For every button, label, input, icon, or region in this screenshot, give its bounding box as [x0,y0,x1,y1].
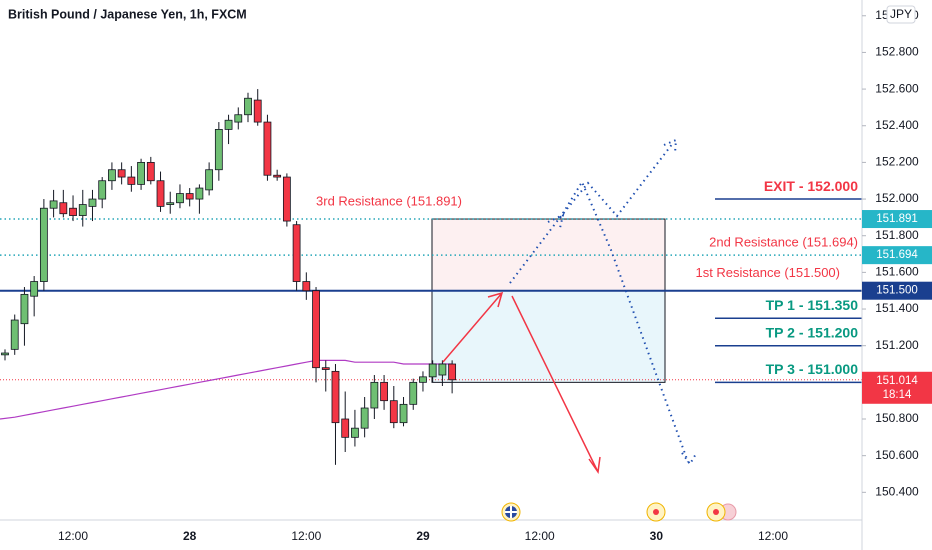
background-layer [0,218,862,383]
last-price-badge [862,371,932,404]
target-zone [431,290,666,383]
candle-body [195,187,204,200]
candle-body [69,207,77,216]
currency-badge [886,5,916,24]
dotted-path-up [509,138,678,284]
flag-cross [505,506,517,518]
target-label: EXIT - 152.000 [764,178,858,194]
candle-body [244,97,252,116]
price-badge-label: 151.891 [876,213,918,225]
candle-body [380,381,388,402]
candle-body [360,407,369,429]
candle-body [166,202,175,205]
y-tick-label: 152.800 [875,45,919,59]
candle-body [176,193,184,204]
x-tick-label: 12:00 [758,529,788,543]
candle-body [78,204,87,216]
candle-body [282,176,291,222]
candle-body [49,200,58,209]
candle-body [127,176,136,185]
candle-body [214,129,223,171]
x-tick-label: 12:00 [291,529,321,543]
candle-body [428,363,437,378]
price-badge [862,246,932,265]
candle-body [389,400,398,424]
candle-body [448,363,457,381]
target-label: TP 2 - 151.200 [766,324,859,340]
price-badge-label: 151.500 [876,285,918,297]
candle-body [273,174,282,178]
candle-body [399,403,408,424]
candle-body [263,121,272,176]
y-tick-label: 152.000 [875,191,919,205]
y-tick-label: 150.600 [875,448,919,462]
target-label: TP 1 - 151.350 [766,297,859,313]
candle-body [321,367,330,370]
y-tick-label: 151.400 [875,301,919,315]
target-label: TP 3 - 151.000 [766,361,859,377]
candle-body [88,198,97,207]
candle-body [59,202,68,215]
candle-body [117,169,126,178]
price-badge [862,281,932,300]
candle-body [224,119,233,130]
candle-body [370,381,379,409]
price-badge-label: 151.694 [876,249,918,261]
y-tick-label: 152.400 [875,118,919,132]
candle-body [20,293,29,325]
y-tick-label: 152.600 [875,81,919,95]
dotted-path-down [547,179,698,466]
candle-body [419,376,427,383]
candle-body [341,418,350,438]
y-tick-label: 150.800 [875,411,919,425]
candle-body [1,352,9,356]
y-tick-label: 152.200 [875,155,919,169]
candle-body [39,207,48,282]
x-tick-label: 28 [183,529,197,543]
projection-arrows [442,138,698,475]
candle-body [146,161,155,182]
candle-body [331,370,340,424]
candle-body [205,169,214,191]
x-tick-label: 12:00 [525,529,555,543]
event-dot [653,509,659,515]
last-price-label: 151.014 [876,375,918,387]
up-arrow [442,291,504,363]
candle-body [438,363,447,376]
x-tick-label: 12:00 [58,529,88,543]
resistance-label: 1st Resistance (151.500) [695,265,840,280]
candle-body [108,169,116,182]
y-tick-label: 150.400 [875,484,919,498]
candle-body [312,290,320,369]
candle-body [409,381,418,405]
candle-body [137,161,145,185]
candle-body [234,114,243,123]
y-tick-label: 151.200 [875,338,919,352]
candle-body [10,319,19,350]
candle-body [30,281,39,297]
x-tick-label: 29 [416,529,430,543]
candle-body [302,281,311,292]
y-tick-label: 151.600 [875,265,919,279]
candle-body [98,180,107,200]
candle-body [156,180,165,207]
down-arrow [511,295,601,475]
candle-body [351,427,359,438]
price-badge [862,210,932,229]
candle-body [292,224,301,282]
main-layer: 3rd Resistance (151.891) 2nd Resistance (… [0,89,862,465]
candle-body [253,99,262,123]
event-dot [713,509,719,515]
y-tick-label: 151.800 [875,228,919,242]
x-tick-label: 30 [650,529,664,543]
chart-title: British Pound / Japanese Yen, 1h, FXCM [8,7,247,21]
currency-label: JPY [890,7,912,21]
event-icons [501,502,737,522]
candle-body [185,193,194,200]
moving-average [0,359,453,420]
resistance-label: 3rd Resistance (151.891) [316,193,462,208]
resistance-label: 2nd Resistance (151.694) [709,235,858,250]
countdown-label: 18:14 [883,389,912,401]
